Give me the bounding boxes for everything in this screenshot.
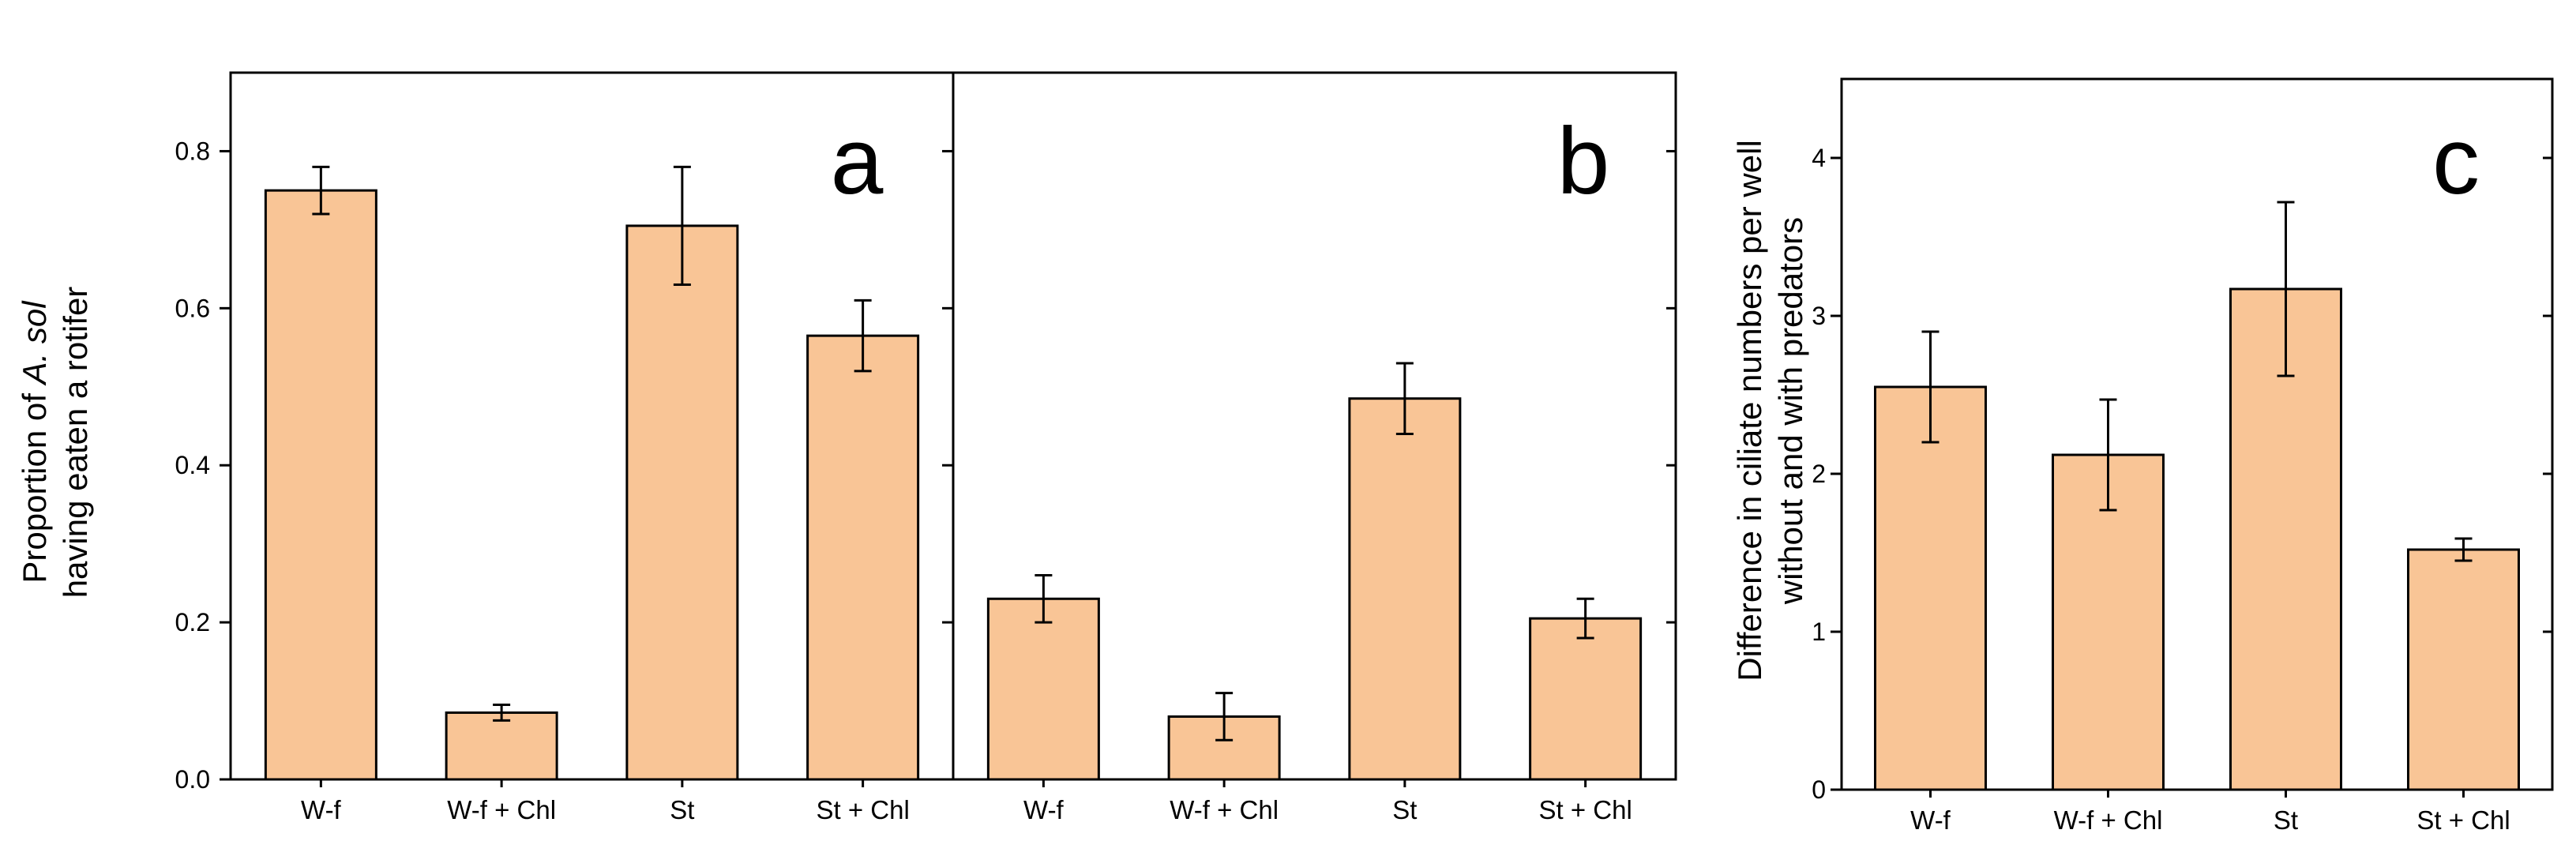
y-axis-title-c-line2: without and with predators (1772, 217, 1809, 605)
y-tick-label-c-3: 3 (1812, 302, 1826, 330)
y-tick-label-a-0: 0.0 (175, 765, 210, 794)
x-tick-label-c-3: St (2274, 805, 2298, 835)
y-tick-label-c-0: 0 (1812, 775, 1826, 804)
y-axis-title-ab-italic: A. sol (16, 300, 53, 387)
x-tick-label-b-1: W-f (1023, 795, 1065, 824)
y-axis-title-ab-line2: having eaten a rotifer (57, 287, 94, 599)
y-axis-title-ab: Proportion of A. sol (16, 300, 53, 584)
x-tick-label-c-2: W-f + Chl (2054, 805, 2163, 835)
panel-a: W-f W-f + Chl St St + Chl 0.0 0.2 0.4 0.6 0.8 a (175, 71, 955, 824)
panel-b: W-f W-f + Chl St St + Chl b (942, 71, 1677, 824)
bar-a-3 (625, 224, 739, 781)
bar-a-4 (806, 334, 920, 781)
x-tick-label-a-3: St (670, 795, 694, 824)
y-tick-label-c-1: 1 (1812, 618, 1826, 646)
bar-b-3 (1348, 397, 1462, 781)
y-tick-label-c-4: 4 (1812, 144, 1826, 172)
x-tick-label-c-4: St + Chl (2416, 805, 2510, 835)
x-tick-label-b-3: St (1392, 795, 1417, 824)
panel-label-b: b (1557, 108, 1610, 214)
y-tick-label-a-1: 0.2 (175, 608, 210, 636)
y-axis-title-c: Difference in ciliate numbers per well (1731, 140, 1768, 681)
bar-a-2 (445, 711, 558, 781)
x-tick-label-a-4: St + Chl (816, 795, 909, 824)
x-tick-label-a-1: W-f (301, 795, 342, 824)
bar-c-1 (1874, 385, 1987, 791)
panel-label-a: a (831, 108, 884, 214)
y-tick-label-a-2: 0.4 (175, 451, 210, 479)
y-tick-label-a-4: 0.8 (175, 137, 210, 165)
bar-b-1 (986, 597, 1100, 781)
y-axis-title-ab-prefix: Proportion of (16, 384, 53, 583)
panel-c: W-f W-f + Chl St St + Chl 0 1 2 3 4 c (1812, 77, 2554, 835)
bar-b-4 (1529, 617, 1643, 781)
axis-frame-c (1840, 77, 2554, 791)
bar-c-4 (2407, 548, 2520, 791)
y-tick-label-a-3: 0.6 (175, 294, 210, 322)
panel-label-c: c (2432, 108, 2480, 214)
axis-frame-b (952, 71, 1677, 781)
bar-a-1 (264, 189, 377, 781)
x-tick-label-a-2: W-f + Chl (447, 795, 556, 824)
y-tick-label-c-2: 2 (1812, 460, 1826, 488)
x-tick-label-b-2: W-f + Chl (1170, 795, 1279, 824)
x-tick-label-b-4: St + Chl (1538, 795, 1632, 824)
x-tick-label-c-1: W-f (1910, 805, 1951, 835)
